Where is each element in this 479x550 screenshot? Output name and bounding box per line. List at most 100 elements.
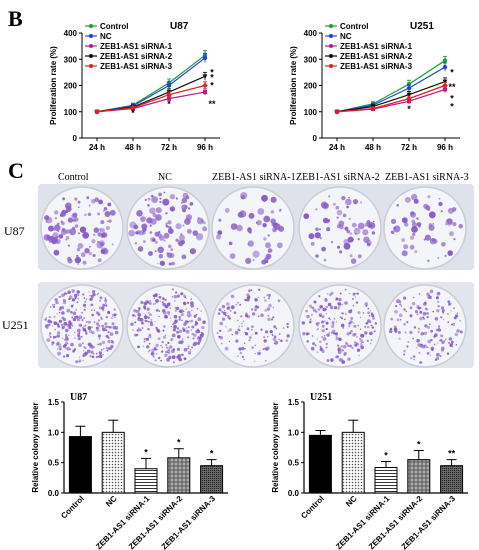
colony [354, 296, 357, 298]
colony [268, 303, 272, 308]
colony [364, 302, 368, 306]
colony [65, 335, 68, 339]
colony [241, 346, 245, 351]
colony [359, 337, 361, 340]
colony [351, 222, 357, 228]
data-point [406, 92, 412, 98]
chart-title: U251 [310, 392, 332, 403]
colony [47, 236, 52, 241]
colony [149, 299, 152, 302]
colony [364, 331, 368, 335]
colony [193, 315, 196, 318]
colony [77, 200, 81, 204]
colony [145, 337, 149, 341]
significance-mark: * [131, 108, 135, 118]
colony [68, 326, 72, 330]
colony [83, 303, 87, 307]
colony [442, 318, 445, 321]
colony [315, 227, 319, 232]
colony [226, 302, 230, 306]
colony [65, 328, 69, 333]
colony [74, 337, 76, 339]
colony [346, 205, 349, 209]
colony [143, 337, 147, 341]
colony [337, 308, 340, 310]
colony [449, 231, 454, 237]
colony [349, 292, 351, 295]
colony [367, 311, 371, 315]
colony [325, 321, 329, 325]
colony [71, 298, 76, 302]
y-tick-label: 200 [64, 82, 78, 91]
y-tick-label: 300 [304, 55, 318, 64]
colony [325, 346, 328, 349]
colony [67, 290, 71, 294]
colony [58, 319, 63, 323]
colony [84, 324, 87, 327]
colony [278, 333, 281, 335]
legend-marker [89, 54, 93, 58]
colony [270, 318, 274, 321]
colony [164, 334, 167, 336]
photo-header-sirna2: ZEB1-AS1 siRNA-2 [296, 172, 380, 183]
colony [90, 303, 94, 307]
colony [135, 309, 140, 314]
data-point [443, 87, 447, 92]
colony [416, 217, 419, 220]
colony [81, 311, 84, 314]
colony [352, 199, 359, 205]
colony [449, 302, 452, 305]
colony [57, 331, 61, 335]
colony [277, 299, 281, 303]
colony [198, 336, 202, 341]
colony [142, 345, 145, 348]
colony [82, 260, 87, 265]
colony [195, 313, 198, 316]
colony [65, 235, 70, 240]
colony [411, 193, 418, 201]
colony [75, 360, 79, 364]
colony [88, 291, 90, 293]
colony [330, 358, 334, 362]
colony [96, 311, 100, 315]
y-tick-label: 1.0 [48, 428, 60, 437]
y-tick-label: 0.0 [288, 489, 300, 498]
colony [149, 231, 153, 234]
colony [426, 312, 429, 315]
colony [44, 318, 47, 321]
colony [235, 339, 239, 343]
colony [87, 343, 91, 346]
colony [413, 326, 417, 329]
chart-title: U87 [70, 392, 87, 403]
colony [160, 344, 162, 347]
colony [80, 335, 83, 338]
colony [155, 352, 158, 355]
legend-label-zeb1-as1-sirna-1: ZEB1-AS1 siRNA-1 [100, 42, 173, 51]
colony [344, 226, 349, 231]
colony [423, 331, 428, 335]
data-point [202, 55, 208, 61]
colony [165, 344, 168, 346]
colony [406, 345, 409, 348]
data-point [334, 108, 340, 115]
colony [419, 310, 423, 314]
significance-mark: * [450, 102, 454, 112]
colony [332, 202, 336, 206]
colony [419, 317, 423, 321]
colony [150, 218, 157, 225]
colony [254, 305, 258, 309]
colony [84, 351, 89, 356]
colony [241, 325, 243, 328]
colony [257, 208, 265, 215]
colony [161, 340, 164, 344]
colony [158, 310, 160, 312]
colony [172, 326, 174, 328]
colony [348, 322, 351, 325]
colony [434, 317, 439, 321]
colony [322, 349, 324, 351]
chart-title: U251 [410, 21, 434, 32]
colony [219, 329, 222, 332]
colony [93, 309, 96, 312]
colony [227, 315, 231, 319]
colony [155, 299, 159, 303]
